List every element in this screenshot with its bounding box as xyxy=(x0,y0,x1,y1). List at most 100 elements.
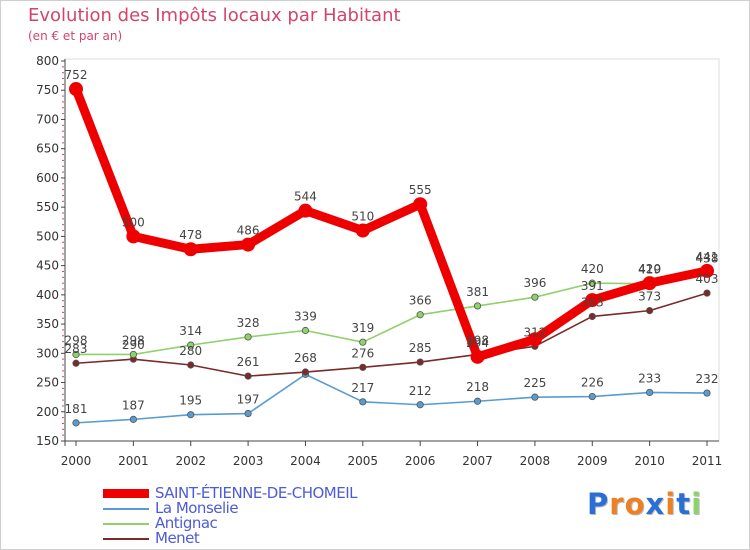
data-label: 212 xyxy=(409,384,432,398)
data-label: 226 xyxy=(581,376,604,390)
data-label: 181 xyxy=(65,402,88,416)
data-label: 391 xyxy=(581,279,604,293)
x-tick-label: 2007 xyxy=(462,454,493,468)
data-label: 285 xyxy=(409,341,432,355)
data-label: 218 xyxy=(466,380,489,394)
plot-area xyxy=(64,58,720,442)
series-point-3 xyxy=(646,307,654,315)
logo-letter: i xyxy=(691,487,703,521)
data-label: 298 xyxy=(466,333,489,347)
series-point-2 xyxy=(187,341,195,349)
series-point-3 xyxy=(301,368,310,376)
logo-letter: r xyxy=(609,487,625,521)
series-point-0 xyxy=(527,332,542,347)
series-point-3 xyxy=(72,359,80,367)
data-label: 478 xyxy=(179,228,202,242)
data-label: 419 xyxy=(638,263,661,277)
series-point-2 xyxy=(531,293,539,301)
data-label: 381 xyxy=(466,285,489,299)
legend-item: La Monselie xyxy=(103,499,403,517)
y-tick-label: 200 xyxy=(36,405,59,419)
series-point-1 xyxy=(703,389,711,397)
data-label: 363 xyxy=(581,295,604,309)
y-tick-label: 500 xyxy=(36,229,59,243)
y-tick-label: 250 xyxy=(36,376,59,390)
series-point-0 xyxy=(413,197,428,212)
y-tick-label: 300 xyxy=(36,346,59,360)
legend: SAINT-ÉTIENNE-DE-CHOMEIL La Monselie Antig… xyxy=(103,484,403,547)
series-point-1 xyxy=(72,419,80,427)
data-label: 283 xyxy=(65,342,88,356)
y-tick-label: 600 xyxy=(36,171,59,185)
legend-label: Antignac xyxy=(155,514,218,532)
y-tick-label: 750 xyxy=(36,83,59,97)
series-point-2 xyxy=(129,350,137,359)
data-label: 233 xyxy=(638,371,661,385)
series-point-1 xyxy=(129,415,137,423)
x-tick-label: 2004 xyxy=(290,454,321,468)
series-point-3 xyxy=(244,372,252,380)
series-point-3 xyxy=(359,363,367,371)
logo-letter: i xyxy=(665,487,677,521)
data-label: 366 xyxy=(409,294,432,308)
x-tick-label: 2002 xyxy=(175,454,206,468)
data-label: 420 xyxy=(638,262,661,276)
x-tick-label: 2010 xyxy=(634,454,665,468)
data-label: 314 xyxy=(179,324,202,338)
series-point-2 xyxy=(244,333,252,341)
data-label: 328 xyxy=(237,316,260,330)
data-label: 319 xyxy=(351,321,374,335)
logo-letter: t xyxy=(676,487,692,521)
data-label: 232 xyxy=(696,372,719,386)
series-line-3 xyxy=(75,292,708,377)
data-label: 268 xyxy=(294,351,317,365)
data-label: 187 xyxy=(122,398,145,412)
series-point-0 xyxy=(700,263,714,278)
data-label: 280 xyxy=(179,344,202,358)
x-tick-label: 2000 xyxy=(61,454,92,468)
legend-swatch xyxy=(103,538,149,540)
series-point-2 xyxy=(473,302,482,310)
data-label: 441 xyxy=(696,250,719,264)
logo-letter: o xyxy=(624,487,646,521)
data-label: 373 xyxy=(638,290,661,304)
data-label: 438 xyxy=(696,252,719,266)
series-point-0 xyxy=(298,203,313,218)
logo-letter: P xyxy=(587,487,610,521)
data-label: 276 xyxy=(351,346,374,360)
data-label: 752 xyxy=(65,68,88,82)
series-line-0 xyxy=(71,84,712,362)
legend-swatch xyxy=(103,523,149,525)
legend-swatch xyxy=(103,489,149,498)
x-tick-label: 2005 xyxy=(348,454,379,468)
series-point-1 xyxy=(473,397,482,405)
series-point-0 xyxy=(241,237,256,252)
x-tick-label: 2001 xyxy=(118,454,149,468)
data-label: 294 xyxy=(466,336,489,350)
y-tick-label: 650 xyxy=(36,142,59,156)
series-point-3 xyxy=(703,289,711,297)
series-point-2 xyxy=(416,311,424,319)
y-tick-label: 550 xyxy=(36,200,59,214)
data-label: 312 xyxy=(523,325,546,339)
legend-swatch xyxy=(103,508,149,510)
legend-item: Menet xyxy=(103,529,403,547)
legend-item: SAINT-ÉTIENNE-DE-CHOMEIL xyxy=(103,484,403,502)
series-point-0 xyxy=(355,223,370,238)
series-point-0 xyxy=(585,293,600,308)
series-line-1 xyxy=(75,373,708,424)
data-label: 544 xyxy=(294,190,317,204)
legend-item: Antignac xyxy=(103,514,403,532)
x-tick-label: 2011 xyxy=(692,454,723,468)
x-tick-label: 2006 xyxy=(405,454,436,468)
data-label: 420 xyxy=(581,262,604,276)
series-point-2 xyxy=(588,279,596,287)
data-label: 217 xyxy=(351,381,374,395)
data-label: 225 xyxy=(523,376,546,390)
series-point-1 xyxy=(531,393,539,401)
data-label: 396 xyxy=(523,276,546,290)
y-tick-label: 350 xyxy=(36,317,59,331)
y-tick-label: 450 xyxy=(36,259,59,273)
